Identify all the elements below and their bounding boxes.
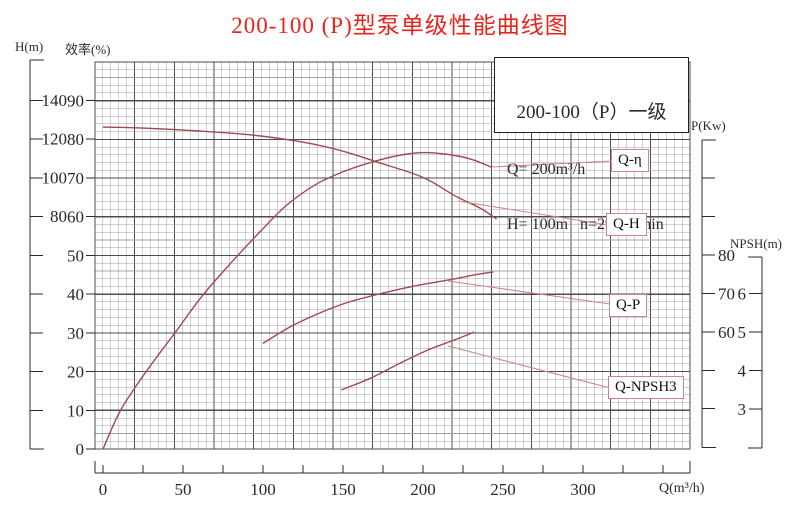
power-axis-title: P(Kw) <box>691 118 726 133</box>
head-axis-title: H(m) <box>15 39 44 54</box>
curve-q-npsh3 <box>341 331 475 391</box>
tick-label: 10 <box>67 401 84 420</box>
curves <box>102 126 497 450</box>
tick-label: 50 <box>67 246 84 265</box>
flow-axis-title: Q(m³/h) <box>659 481 705 496</box>
pump-spec-box: 200-100（P）一级 Q= 200m³/h H= 100m n=2950r/… <box>494 57 689 233</box>
tick-label: 40 <box>67 285 84 304</box>
tick-label: 5 <box>738 323 747 342</box>
pump-model-text: 200-100（P）一级 <box>516 102 667 123</box>
curve-label-q-eta: Q-η <box>611 149 649 172</box>
curve-q-p <box>262 271 494 344</box>
efficiency-axis: 90 80 70 60 50 40 30 20 10 0 <box>67 91 95 459</box>
label-leader-lines <box>447 160 613 389</box>
tick-label: 140 <box>42 91 68 110</box>
tick-label: 0 <box>99 480 108 499</box>
tick-label: 100 <box>42 168 68 187</box>
tick-label: 70 <box>718 284 735 303</box>
curve-label-q-h: Q-H <box>606 213 647 236</box>
power-axis: 80 70 60 <box>701 139 735 448</box>
tick-label: 3 <box>738 400 747 419</box>
tick-label: 150 <box>330 480 356 499</box>
tick-label: 80 <box>50 207 67 226</box>
tick-label: 250 <box>490 480 516 499</box>
tick-label: 60 <box>718 323 735 342</box>
tick-label: 6 <box>738 285 747 304</box>
tick-label: 90 <box>67 91 84 110</box>
efficiency-axis-title: 效率(%) <box>65 42 111 57</box>
tick-label: 60 <box>67 208 84 227</box>
tick-label: 120 <box>42 130 68 149</box>
tick-label: 4 <box>738 362 747 381</box>
tick-label: 70 <box>67 169 84 188</box>
curve-q-η <box>102 151 493 450</box>
pump-flow-text: Q= 200m³/h <box>507 161 586 178</box>
tick-label: 30 <box>67 324 84 343</box>
leader-line <box>457 200 609 226</box>
curve-label-q-p: Q-P <box>609 294 648 317</box>
tick-label: 0 <box>76 440 85 459</box>
curve-label-q-npsh3: Q-NPSH3 <box>608 376 684 399</box>
npsh-axis-title: NPSH(m) <box>730 236 783 251</box>
leader-line <box>491 160 613 168</box>
tick-label: 50 <box>175 480 192 499</box>
tick-label: 100 <box>250 480 276 499</box>
leader-line <box>447 280 611 305</box>
curve-q-h <box>102 126 497 220</box>
head-axis: 140 120 100 80 <box>29 59 68 450</box>
page-title: 200-100 (P)型泵单级性能曲线图 <box>231 13 569 38</box>
tick-label: 80 <box>718 246 735 265</box>
npsh-axis: 6 5 4 3 <box>738 256 763 449</box>
flow-axis: 0 50 100 150 200 250 300 <box>94 461 691 499</box>
leader-line <box>447 345 611 389</box>
pump-head-speed-text: H= 100m n=2950r/min <box>507 216 664 233</box>
tick-label: 20 <box>67 363 84 382</box>
tick-label: 80 <box>67 130 84 149</box>
tick-label: 200 <box>410 480 436 499</box>
tick-label: 300 <box>570 480 596 499</box>
